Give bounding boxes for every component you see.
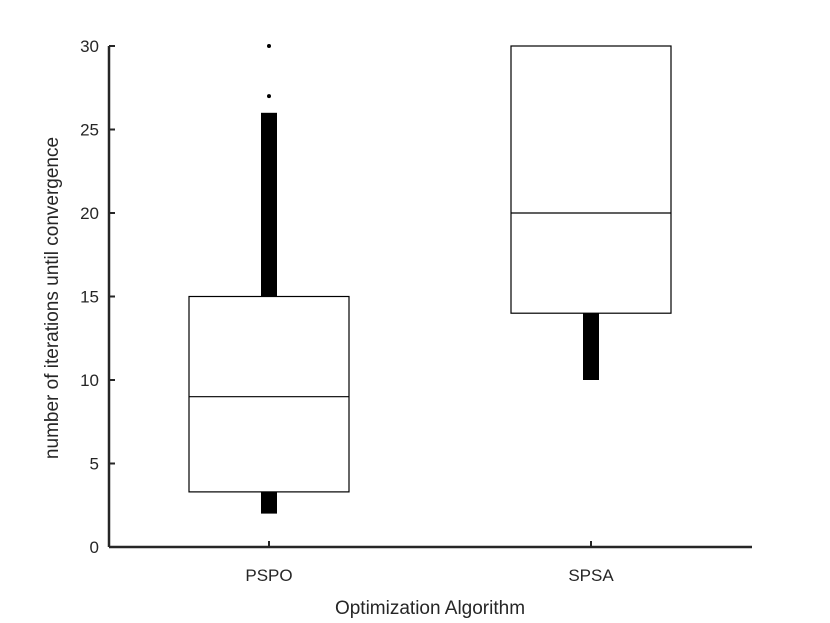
- upper-whisker-pspo: [261, 112, 277, 297]
- outlier-point-pspo-1: [267, 44, 271, 48]
- x-tick-label-spsa: SPSA: [568, 566, 614, 585]
- y-tick-label-30: 30: [80, 37, 99, 56]
- y-axis-title: number of iterations until convergence: [42, 137, 63, 459]
- box-pspo: [188, 295, 350, 493]
- axes: 0 5 10 15 20 25 30 PSPO SPSA: [80, 37, 752, 585]
- y-tick-label-20: 20: [80, 204, 99, 223]
- box-spsa: [510, 45, 672, 314]
- x-axis-title: Optimization Algorithm: [335, 598, 525, 619]
- y-tick-label-0: 0: [90, 538, 99, 557]
- outlier-point-pspo-0: [267, 94, 271, 99]
- x-tick-label-pspo: PSPO: [245, 566, 292, 585]
- lower-whisker-spsa: [583, 313, 599, 380]
- y-tick-label-15: 15: [80, 288, 99, 307]
- y-tick-label-10: 10: [80, 371, 99, 390]
- plot-marks: [188, 44, 672, 514]
- lower-whisker-pspo: [261, 491, 277, 514]
- y-tick-label-5: 5: [90, 455, 99, 474]
- y-tick-label-25: 25: [80, 121, 99, 140]
